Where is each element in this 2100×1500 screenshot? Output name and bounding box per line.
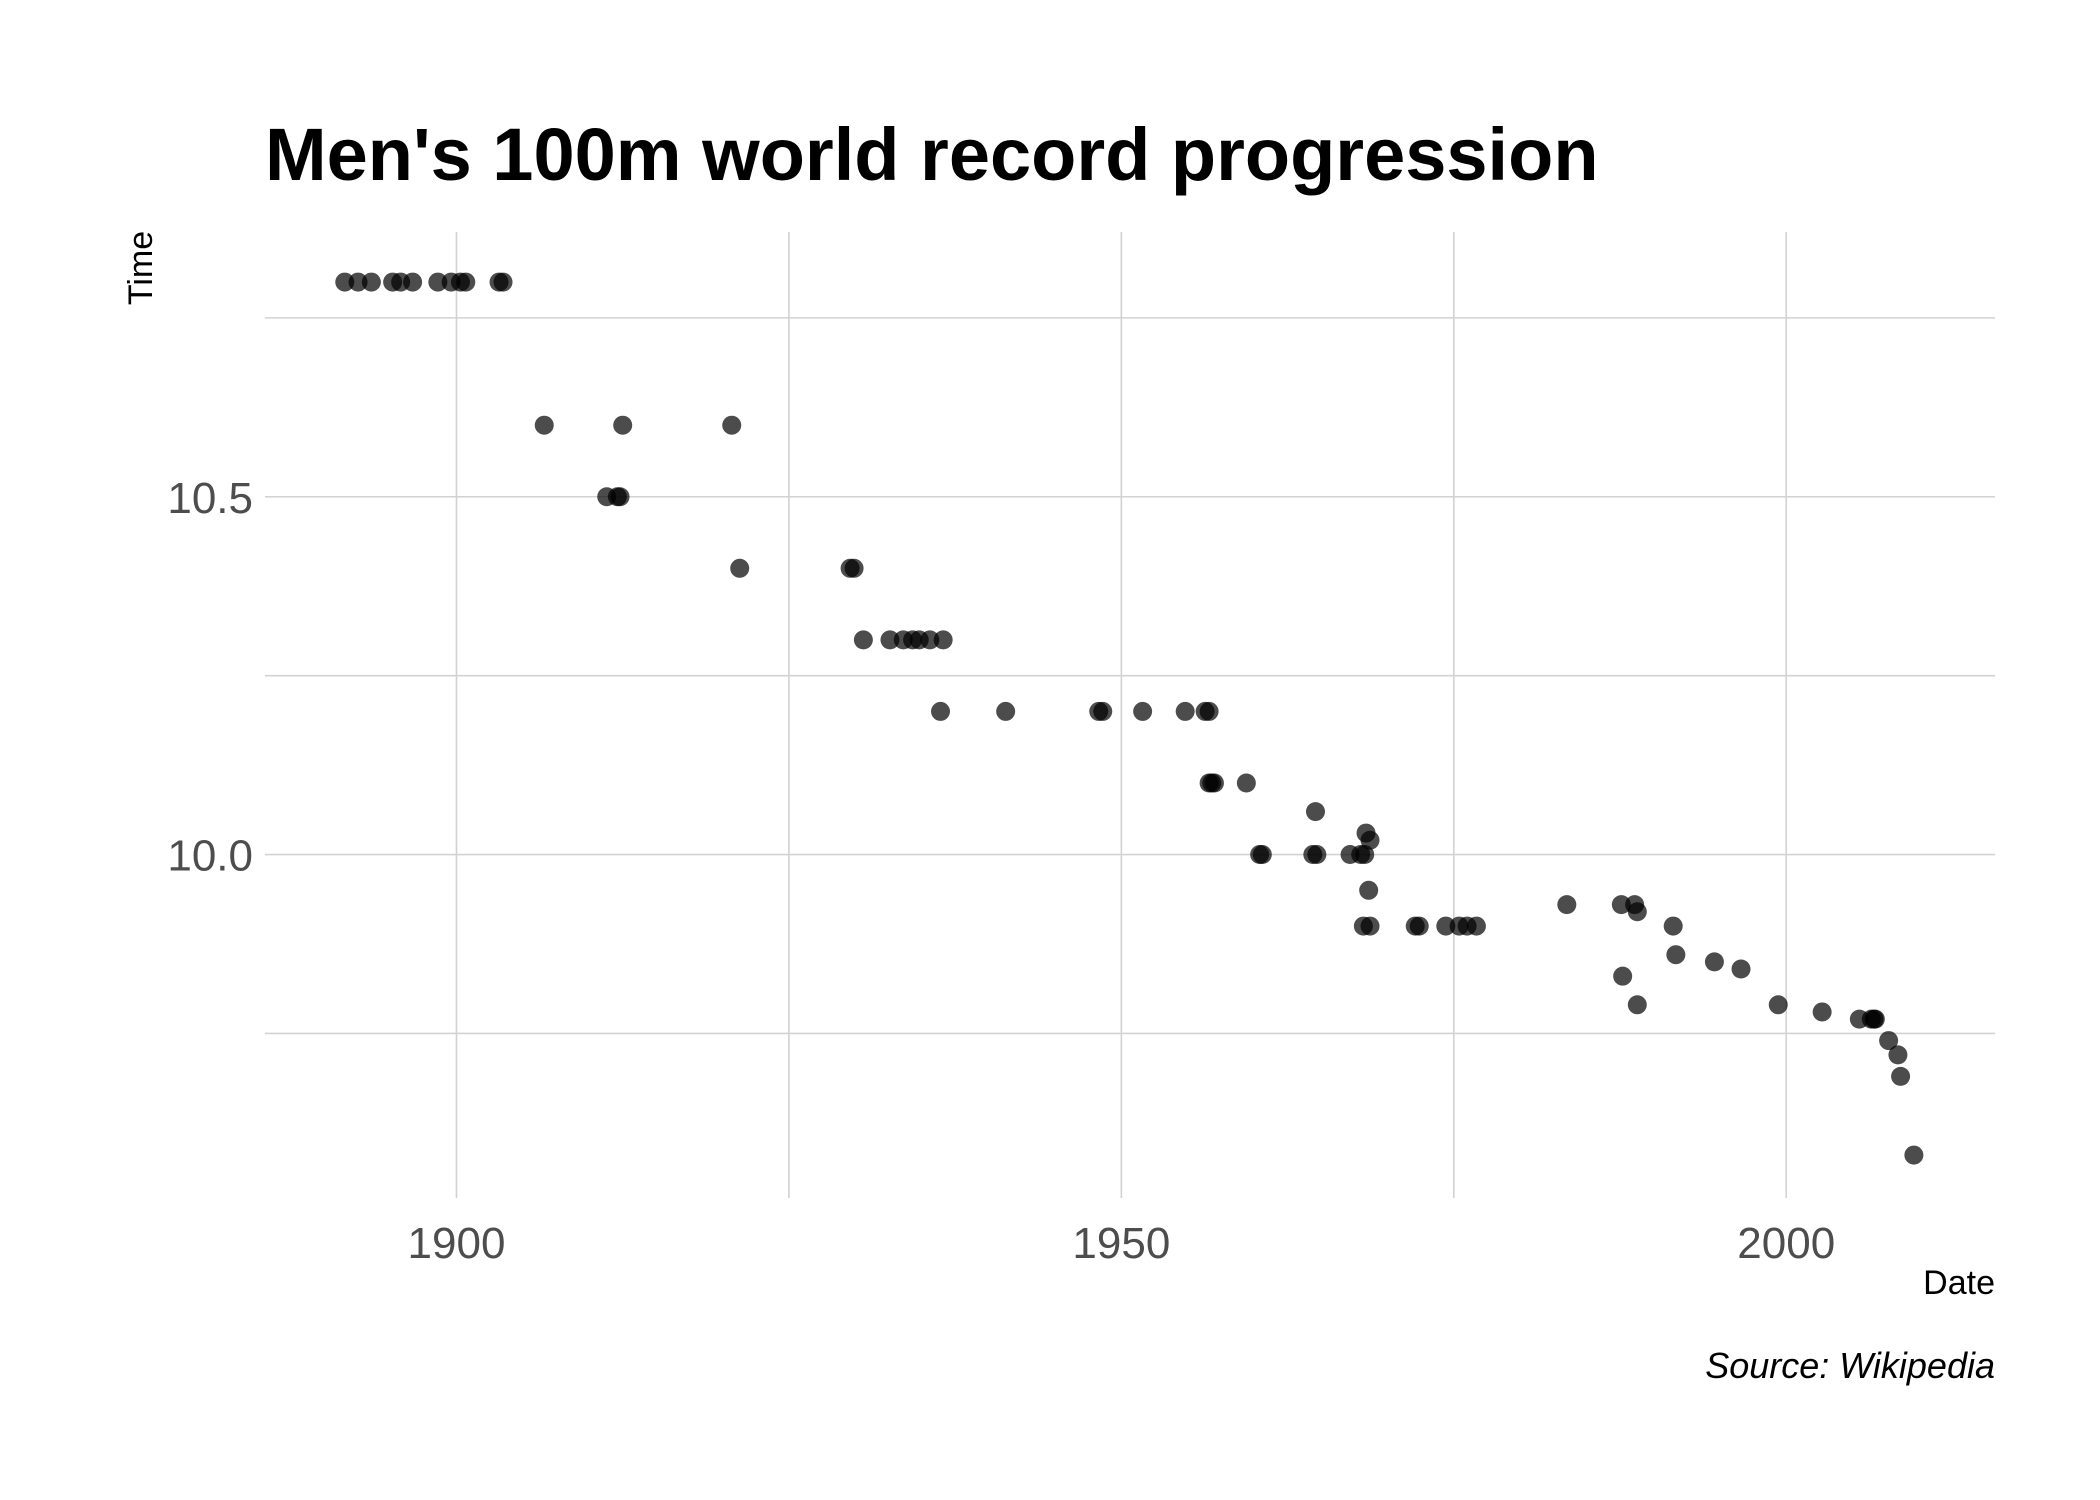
data-point xyxy=(1466,916,1486,936)
x-tick-label: 1950 xyxy=(1072,1219,1170,1268)
y-axis-label: Time xyxy=(122,231,160,305)
data-point xyxy=(403,272,423,292)
data-point xyxy=(931,701,951,721)
data-point xyxy=(613,415,633,435)
data-point xyxy=(1812,1002,1832,1022)
data-point xyxy=(844,558,864,578)
data-point xyxy=(1305,802,1325,822)
data-point xyxy=(1663,916,1683,936)
data-point xyxy=(1093,701,1113,721)
data-point xyxy=(1613,966,1633,986)
data-point xyxy=(1175,701,1195,721)
x-axis-label: Date xyxy=(1923,1264,1995,1302)
data-point xyxy=(1360,830,1380,850)
data-point xyxy=(1888,1045,1908,1065)
data-point xyxy=(880,630,900,650)
data-point xyxy=(610,487,630,507)
data-point xyxy=(1436,916,1456,936)
data-point xyxy=(920,630,940,650)
data-point xyxy=(1557,895,1577,915)
data-point xyxy=(730,558,750,578)
gridlines xyxy=(265,232,1995,1198)
data-point xyxy=(1891,1066,1911,1086)
chart-title: Men's 100m world record progression xyxy=(265,113,1599,196)
data-point xyxy=(428,272,448,292)
data-point xyxy=(1627,902,1647,922)
data-point xyxy=(456,272,476,292)
data-point xyxy=(361,272,381,292)
data-point xyxy=(1307,845,1327,865)
data-point xyxy=(335,272,355,292)
data-point xyxy=(1360,916,1380,936)
x-tick-label: 1900 xyxy=(408,1219,506,1268)
data-point xyxy=(493,272,513,292)
data-point xyxy=(1236,773,1256,793)
data-point xyxy=(1704,952,1724,972)
data-point xyxy=(1768,995,1788,1015)
source-caption: Source: Wikipedia xyxy=(1705,1345,1995,1386)
data-point xyxy=(1865,1009,1885,1029)
data-point xyxy=(348,272,368,292)
x-tick-label: 2000 xyxy=(1737,1219,1835,1268)
data-point xyxy=(534,415,554,435)
y-tick-label: 10.5 xyxy=(167,474,253,523)
data-point xyxy=(1204,773,1224,793)
data-point xyxy=(1904,1145,1924,1165)
data-point xyxy=(1409,916,1429,936)
data-point xyxy=(996,701,1016,721)
data-point xyxy=(1199,701,1219,721)
data-point xyxy=(1359,880,1379,900)
data-point xyxy=(1666,945,1686,965)
data-point xyxy=(933,630,953,650)
data-point xyxy=(1731,959,1751,979)
data-point xyxy=(1355,845,1375,865)
data-point xyxy=(722,415,742,435)
data-point xyxy=(1879,1031,1899,1051)
y-tick-label: 10.0 xyxy=(167,832,253,881)
data-points xyxy=(335,272,1924,1165)
data-point xyxy=(1627,995,1647,1015)
data-point xyxy=(1252,845,1272,865)
data-point xyxy=(1133,701,1153,721)
data-point xyxy=(1611,895,1631,915)
tick-labels: 1900 1950 2000 10.0 10.5 xyxy=(167,474,1835,1268)
data-point xyxy=(853,630,873,650)
